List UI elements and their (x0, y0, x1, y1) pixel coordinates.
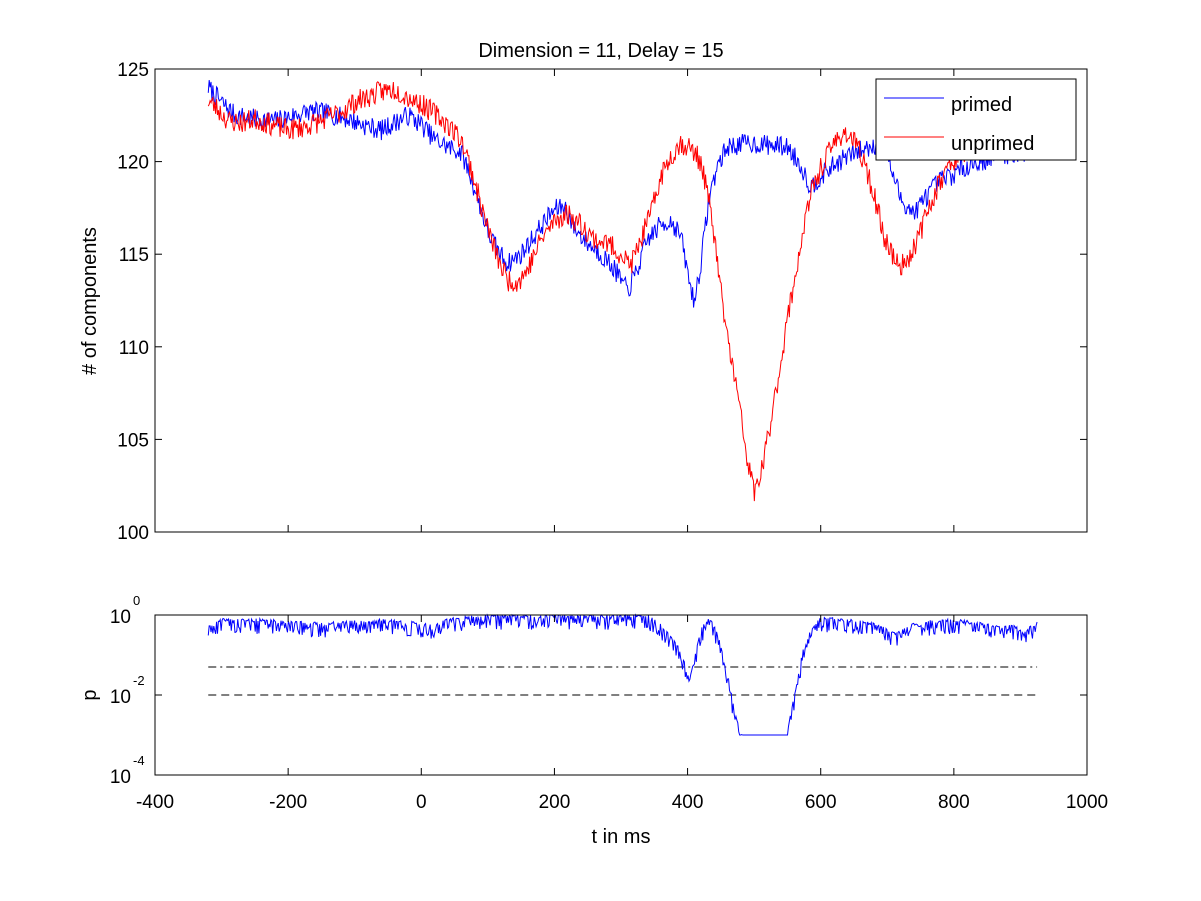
reference-lines (208, 666, 1038, 696)
x-tick-label: -200 (269, 792, 307, 813)
bottom-axes-box (154, 614, 1088, 776)
top-y-tick-label: 100 (117, 523, 149, 544)
top-y-tick-label: 110 (119, 338, 149, 359)
bottom-x-ticks: -400 -200 0 200 400 600 800 1000 (136, 615, 1108, 813)
bottom-y-tick-label: 100 (110, 593, 140, 628)
top-y-tick-label: 120 (117, 153, 149, 174)
x-tick-label: 400 (672, 792, 704, 813)
y-tick-exponent: -4 (133, 753, 145, 768)
legend: primed unprimed (875, 78, 1077, 161)
top-y-ticks: 100 105 110 115 120 125 (117, 60, 1087, 544)
p-value-line (207, 613, 1038, 736)
bottom-series-group (207, 613, 1038, 736)
top-y-tick-label: 115 (119, 245, 149, 266)
chart-title: Dimension = 11, Delay = 15 (478, 40, 723, 62)
top-series-group (207, 80, 1038, 502)
legend-label-unprimed: unprimed (951, 133, 1034, 155)
y-tick-base: 10 (110, 607, 131, 628)
top-axes-box (154, 68, 1088, 533)
legend-box (875, 78, 1077, 161)
y-tick-exponent: 0 (133, 593, 140, 608)
top-y-axis-label: # of components (79, 227, 101, 375)
x-tick-label: 1000 (1066, 792, 1108, 813)
x-tick-label: 0 (416, 792, 427, 813)
y-tick-base: 10 (110, 767, 131, 788)
top-y-tick-label: 125 (117, 60, 149, 81)
bottom-y-tick-label: 10-4 (110, 753, 145, 788)
legend-label-primed: primed (951, 94, 1012, 116)
y-tick-exponent: -2 (133, 673, 145, 688)
x-tick-label: -400 (136, 792, 174, 813)
x-tick-label: 800 (938, 792, 970, 813)
y-tick-base: 10 (110, 687, 131, 708)
top-chart: Dimension = 11, Delay = 15 1001051101151… (79, 40, 1088, 544)
x-tick-label: 200 (539, 792, 571, 813)
bottom-y-axis-label: p (79, 689, 101, 700)
top-y-tick-label: 105 (117, 430, 149, 451)
series-line-unprimed (207, 81, 1038, 502)
bottom-y-tick-label: 10-2 (110, 673, 145, 708)
x-tick-label: 600 (805, 792, 837, 813)
x-axis-label: t in ms (592, 826, 651, 848)
